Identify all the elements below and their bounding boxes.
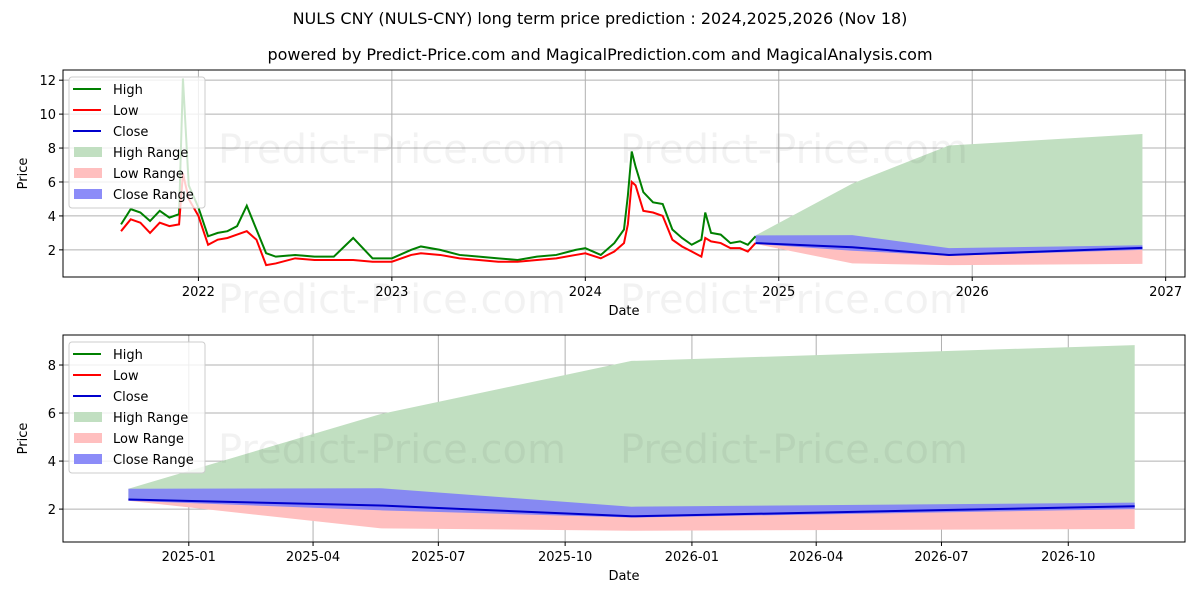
x-tick-label: 2025-01 — [162, 550, 216, 565]
x-tick-label: 2026-01 — [665, 550, 719, 565]
x-axis-label: Date — [608, 569, 639, 584]
legend-label: High Range — [113, 411, 188, 426]
y-tick-label: 8 — [48, 359, 56, 374]
watermark-text: Predict-Price.com — [620, 277, 968, 323]
chart-title: NULS CNY (NULS-CNY) long term price pred… — [292, 9, 908, 28]
legend-swatch-close_range — [74, 189, 102, 199]
legend-label: Low Range — [113, 167, 184, 182]
legend-label: Close — [113, 390, 148, 405]
legend-swatch-low_range — [74, 433, 102, 443]
x-tick-label: 2026 — [956, 285, 989, 300]
x-tick-label: 2023 — [375, 285, 408, 300]
x-tick-label: 2026-04 — [789, 550, 843, 565]
watermark-text: Predict-Price.com — [620, 427, 968, 473]
legend-label: High — [113, 348, 143, 363]
watermark-text: Predict-Price.com — [218, 427, 566, 473]
legend-swatch-low_range — [74, 168, 102, 178]
legend-box — [68, 76, 206, 209]
chart-subtitle: powered by Predict-Price.com and Magical… — [267, 45, 933, 64]
legend-swatch-high_range — [74, 412, 102, 422]
y-tick-label: 12 — [39, 74, 56, 89]
legend: High Low Close High Range Low Range Close Ran… — [68, 341, 206, 474]
x-tick-label: 2025-04 — [286, 550, 340, 565]
y-tick-label: 8 — [48, 142, 56, 157]
watermark-text: Predict-Price.com — [620, 127, 968, 173]
y-tick-label: 6 — [48, 176, 56, 191]
long-term-price-chart: Predict-Price.com Predict-Price.com Predic… — [16, 69, 1186, 323]
close-range-area — [128, 488, 1135, 518]
x-tick-label: 2022 — [182, 285, 215, 300]
y-tick-label: 6 — [48, 407, 56, 422]
high-range-area — [755, 133, 1143, 255]
y-axis-label: Price — [16, 158, 31, 190]
legend-swatch-high_range — [74, 147, 102, 157]
y-tick-label: 4 — [48, 210, 56, 225]
y-tick-label: 2 — [48, 503, 56, 518]
high-range-area — [128, 345, 1135, 517]
legend: High Low Close High Range Low Range Close Ran… — [68, 76, 206, 209]
axes-frame — [62, 69, 1186, 278]
legend-box — [68, 341, 206, 474]
watermark-text: Predict-Price.com — [218, 127, 566, 173]
x-tick-label: 2024 — [569, 285, 602, 300]
watermark-text: Predict-Price.com — [218, 277, 566, 323]
legend-label: High — [113, 83, 143, 98]
legend-label: Low — [113, 369, 139, 384]
legend-label: Low — [113, 104, 139, 119]
legend-swatch-close_range — [74, 454, 102, 464]
x-tick-label: 2025 — [762, 285, 795, 300]
legend-label: Close — [113, 125, 148, 140]
close-line — [128, 498, 1135, 518]
legend-label: Close Range — [113, 188, 194, 203]
low-line — [120, 173, 757, 267]
axes-frame — [62, 334, 1186, 543]
x-tick-label: 2027 — [1149, 285, 1182, 300]
x-tick-label: 2026-07 — [914, 550, 968, 565]
y-tick-label: 4 — [48, 455, 56, 470]
y-axis-label: Price — [16, 423, 31, 455]
legend-label: Close Range — [113, 453, 194, 468]
y-tick-label: 10 — [39, 108, 56, 123]
legend-label: Low Range — [113, 432, 184, 447]
legend-label: High Range — [113, 146, 188, 161]
close-line — [755, 242, 1143, 256]
x-tick-label: 2025-10 — [538, 550, 592, 565]
x-tick-label: 2025-07 — [411, 550, 465, 565]
x-tick-label: 2026-10 — [1041, 550, 1095, 565]
y-tick-label: 2 — [48, 244, 56, 259]
x-axis-label: Date — [608, 304, 639, 319]
